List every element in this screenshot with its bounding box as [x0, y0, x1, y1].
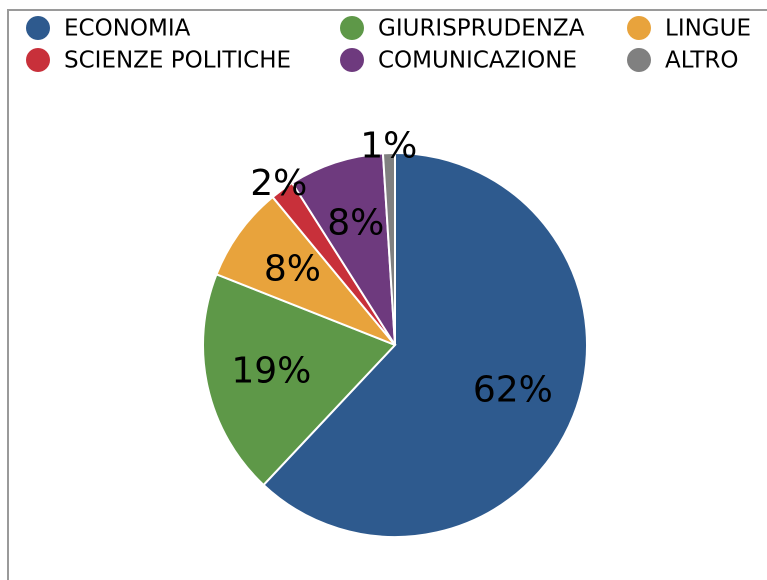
- legend-label: SCIENZE POLITICHE: [64, 48, 291, 74]
- legend-marker: [340, 16, 364, 40]
- legend-label: GIURISPRUDENZA: [378, 16, 585, 42]
- pie-slice: [381, 151, 396, 346]
- legend-marker: [627, 16, 651, 40]
- pie-slice: [290, 152, 396, 346]
- legend-label: LINGUE: [665, 16, 751, 42]
- data-label: 1%: [360, 125, 417, 166]
- data-label: 8%: [327, 202, 384, 243]
- pie-slice: [215, 195, 396, 346]
- legend-label: ALTRO: [665, 48, 739, 74]
- data-label: 8%: [264, 249, 321, 290]
- legend-label: ECONOMIA: [64, 16, 191, 42]
- legend-label: COMUNICAZIONE: [378, 48, 577, 74]
- data-label: 2%: [250, 163, 307, 204]
- legend-marker: [26, 48, 50, 72]
- legend-marker: [340, 48, 364, 72]
- legend-marker: [26, 16, 50, 40]
- data-label: 19%: [231, 351, 311, 392]
- data-label: 62%: [473, 370, 553, 411]
- pie-slice: [262, 151, 588, 538]
- legend-marker: [627, 48, 651, 72]
